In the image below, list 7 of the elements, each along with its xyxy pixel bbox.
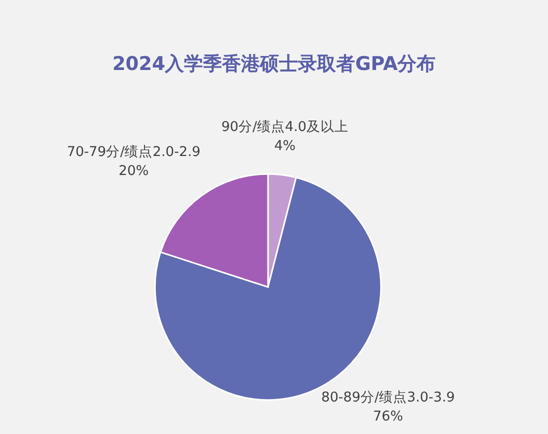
data-label: 76%	[373, 408, 404, 424]
slice-label: 80-89分/绩点3.0-3.9	[321, 389, 455, 406]
slice-label: 90分/绩点4.0及以上	[221, 119, 349, 136]
data-label: 20%	[118, 162, 149, 179]
data-label: 4%	[274, 138, 296, 154]
chart-title: 2024入学季香港硕士录取者GPA分布	[112, 53, 436, 75]
slice-label: 70-79分/绩点2.0-2.9	[66, 144, 200, 160]
